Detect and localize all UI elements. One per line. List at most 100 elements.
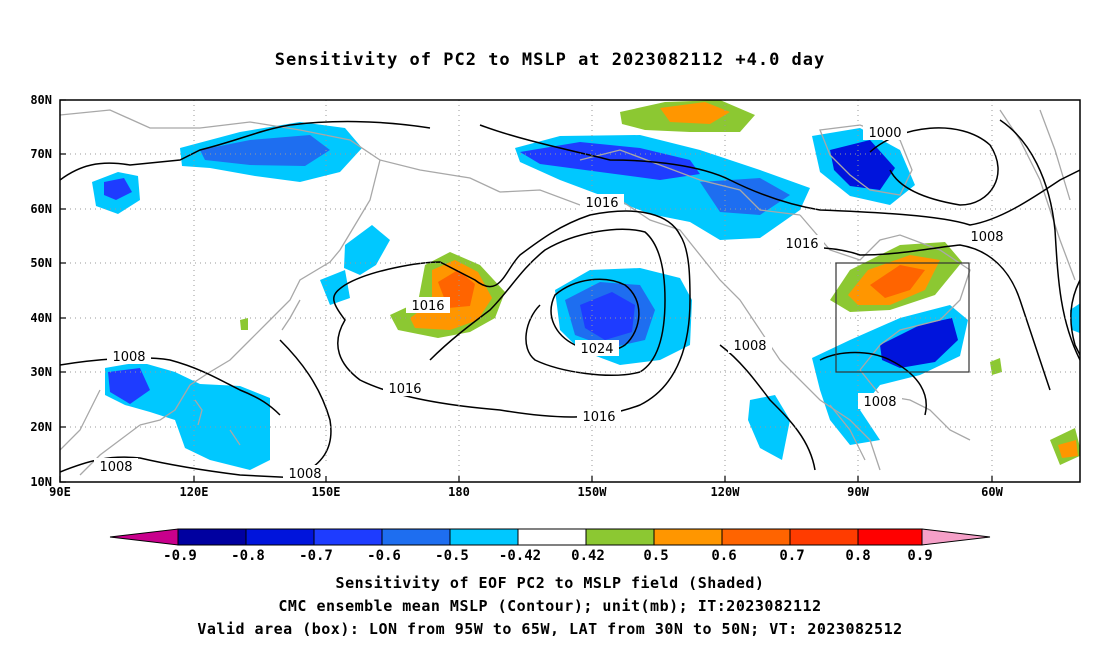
colorbar-cell-7	[585, 528, 655, 546]
sens-region-greatlakes-core	[870, 265, 925, 298]
isobar-label-1008-west-mexico: 1008	[728, 337, 772, 354]
isobar-1016-atlantic	[1070, 279, 1080, 356]
isobar-1016-inner	[429, 228, 666, 376]
isobar-contours	[60, 119, 1080, 479]
lat-label-50n: 50N	[30, 256, 52, 270]
lat-label-80n: 80N	[30, 93, 52, 107]
sens-region-arctic-east	[700, 178, 790, 215]
coast-asia-north	[60, 109, 501, 193]
isobar-label: 1008	[112, 350, 145, 365]
colorbar-tick-label: -0.9	[163, 548, 197, 564]
axis-ticks	[59, 99, 993, 483]
colorbar-cell-4	[381, 528, 451, 546]
colorbar-cell-9	[721, 528, 791, 546]
isobar-label: 1016	[585, 196, 618, 211]
isobar-1016-namerica	[779, 244, 1051, 391]
sens-region-greenland-core	[830, 140, 895, 190]
coast-asia-east	[139, 261, 331, 426]
lon-label-120e: 120E	[180, 485, 209, 499]
lon-label-90w: 90W	[847, 485, 869, 499]
sens-region-gulf-small	[990, 358, 1002, 375]
sens-region-eastus-core	[880, 318, 958, 368]
lon-label-150e: 150E	[312, 485, 341, 499]
isobar-1008-north	[60, 120, 1080, 226]
lon-label-150w: 150W	[578, 485, 608, 499]
colorbar-cell-5	[449, 528, 519, 546]
sens-region-siberia-core	[200, 135, 330, 166]
isobar-label-1016-south: 1016	[577, 408, 621, 425]
map-plot-area: 1000 1008 1008 1008 1008 1008 1008 1016 …	[60, 100, 1080, 482]
lon-label-60w: 60W	[981, 485, 1003, 499]
colorbar-tick-label: 0.42	[571, 548, 605, 564]
colorbar-tick-label: 0.5	[643, 548, 668, 564]
isobar-label-1008-gulf: 1008	[858, 393, 902, 410]
isobar-label-1024-high: 1024	[575, 340, 619, 357]
positive-sensitivity-regions	[240, 100, 1080, 465]
sens-region-siberia-small	[240, 318, 248, 330]
colorbar-tick-label: 0.6	[711, 548, 736, 564]
colorbar	[109, 528, 991, 546]
colorbar-tick-label: 0.9	[907, 548, 932, 564]
colorbar-tick-label: -0.5	[435, 548, 469, 564]
lat-label-10n: 10N	[30, 475, 52, 489]
colorbar-tick-label: 0.7	[779, 548, 804, 564]
isobar-label-1016-canada: 1016	[780, 235, 824, 252]
colorbar-tick-label: -0.42	[499, 548, 541, 564]
isobar-label-1008-asia-south: 1008	[94, 458, 138, 475]
longitude-labels: 90E 120E 150E 180 150W 120W 90W 60W	[49, 485, 1003, 499]
lon-label-120w: 120W	[711, 485, 741, 499]
isobar-1008-pacific-south	[279, 339, 332, 476]
valid-area-box	[835, 262, 970, 373]
map-frame	[59, 99, 1081, 483]
isobar-label-1008-pacific: 1008	[283, 465, 327, 482]
colorbar-cell-1	[177, 528, 247, 546]
sens-region-japan	[320, 270, 350, 305]
lat-label-40n: 40N	[30, 311, 52, 325]
colorbar-cell-high-triangle	[921, 528, 991, 546]
caption-line-1: Sensitivity of EOF PC2 to MSLP field (Sh…	[335, 574, 765, 592]
isobar-label-1016-westpac: 1016	[383, 380, 427, 397]
isobar-label-1016-alaska: 1016	[580, 194, 624, 211]
lon-label-180: 180	[448, 485, 470, 499]
colorbar-tick-label: -0.7	[299, 548, 333, 564]
isobar-label: 1008	[288, 467, 321, 482]
sens-region-arctic-ocean-core	[660, 102, 730, 124]
isobar-1008-asia	[60, 357, 281, 416]
latitude-labels: 10N 20N 30N 40N 50N 60N 70N 80N	[30, 93, 52, 489]
isobar-1008-asia-south	[60, 456, 301, 479]
colorbar-cell-11	[857, 528, 923, 546]
negative-sensitivity-regions	[92, 122, 1080, 470]
caption-line-2: CMC ensemble mean MSLP (Contour); unit(m…	[278, 597, 822, 615]
colorbar-tick-label: -0.8	[231, 548, 265, 564]
isobar-label-1016-dateline: 1016	[406, 297, 450, 314]
lat-label-60n: 60N	[30, 202, 52, 216]
colorbar-tick-label: -0.6	[367, 548, 401, 564]
isobar-label: 1016	[411, 299, 444, 314]
lat-label-70n: 70N	[30, 147, 52, 161]
sens-region-arctic-core	[520, 142, 700, 180]
isobar-label: 1000	[868, 126, 901, 141]
caption-line-3: Valid area (box): LON from 95W to 65W, L…	[197, 620, 903, 638]
isobar-label: 1008	[970, 230, 1003, 245]
colorbar-tick-label: 0.8	[845, 548, 870, 564]
sens-region-northpacific-core	[580, 292, 635, 340]
lon-label-90e: 90E	[49, 485, 71, 499]
isobar-label: 1008	[863, 395, 896, 410]
colorbar-cell-2	[245, 528, 315, 546]
colorbar-cell-low-triangle	[109, 528, 179, 546]
isobar-label: 1016	[388, 382, 421, 397]
colorbar-cell-6	[517, 528, 587, 546]
lat-label-30n: 30N	[30, 365, 52, 379]
isobar-label: 1008	[733, 339, 766, 354]
coast-arctic-canada	[579, 149, 801, 216]
colorbar-cell-8	[653, 528, 723, 546]
coast-southeast-asia	[60, 389, 141, 476]
colorbar-tick-labels: -0.9 -0.8 -0.7 -0.6 -0.5 -0.42 0.42 0.5 …	[163, 548, 933, 564]
isobar-label: 1008	[99, 460, 132, 475]
coast-philippines	[194, 399, 241, 446]
isobar-1000-greenland	[869, 127, 999, 206]
coast-gulf-mexico	[829, 369, 971, 461]
isobar-label: 1016	[582, 410, 615, 425]
isobar-label-1000-greenland: 1000	[863, 124, 907, 141]
isobar-1008-europe	[999, 119, 1080, 361]
